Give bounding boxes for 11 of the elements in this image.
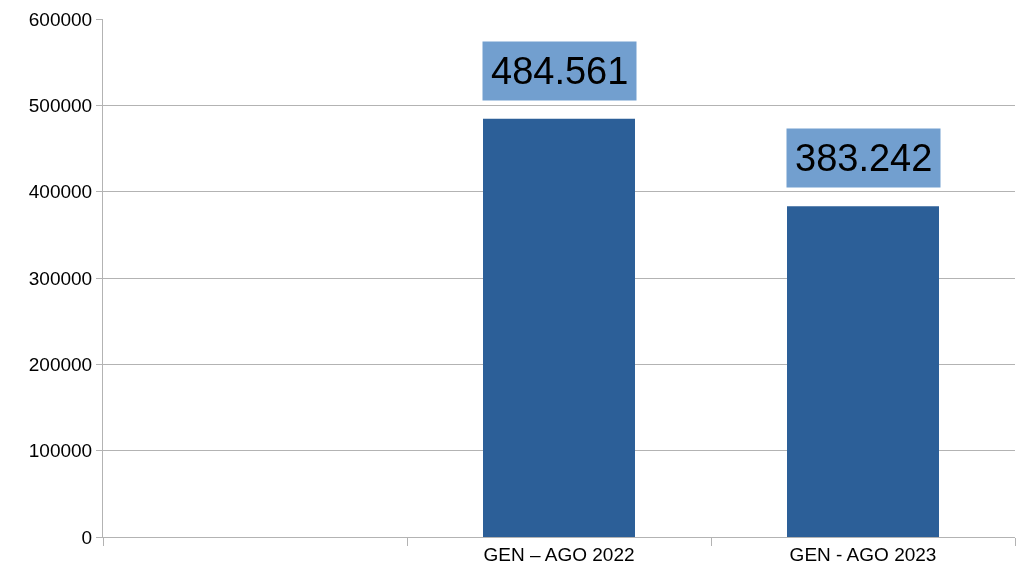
y-tick-label: 0 — [81, 526, 93, 548]
y-tick-label: 200000 — [28, 353, 93, 375]
y-tick-label: 100000 — [28, 440, 93, 462]
data-label: 383.242 — [795, 137, 933, 179]
y-tick-label: 600000 — [28, 8, 93, 30]
x-tick-label: GEN - AGO 2023 — [789, 543, 937, 565]
y-tick-label: 400000 — [28, 181, 93, 203]
y-tick-label: 300000 — [28, 267, 93, 289]
x-tick-label: GEN – AGO 2022 — [483, 543, 635, 565]
y-tick-label: 500000 — [28, 94, 93, 116]
data-label: 484.561 — [491, 50, 629, 92]
